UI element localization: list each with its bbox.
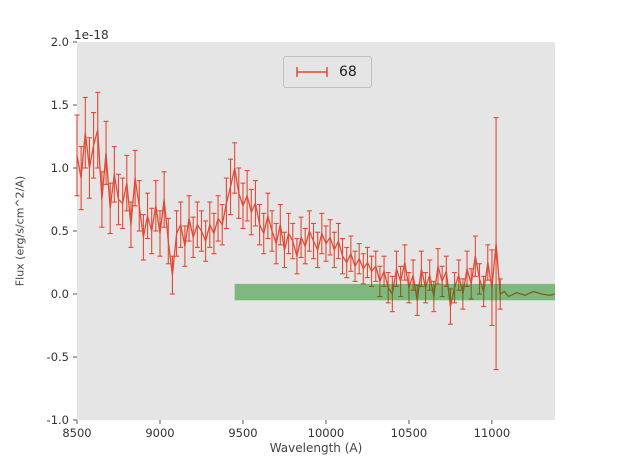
axes-background [77, 42, 555, 420]
spectrum-line [76, 130, 556, 307]
y-tick-label: 0.0 [51, 287, 69, 301]
y-tick-label: -1.0 [47, 413, 69, 427]
x-tick-label: 11000 [474, 426, 511, 440]
y-tick-label: 1.0 [51, 161, 69, 175]
x-tick-label: 9000 [145, 426, 174, 440]
y-axis-offset-label: 1e-18 [74, 28, 109, 42]
y-tick-label: 0.5 [51, 224, 69, 238]
zero-flux-band [234, 283, 555, 301]
x-tick-label: 8500 [62, 426, 91, 440]
x-axis-label: Wavelength (A) [269, 441, 363, 455]
errorbar-legend-icon [296, 67, 328, 77]
y-tick-label: 2.0 [51, 35, 69, 49]
x-tick-label: 10000 [308, 426, 345, 440]
legend-box: 68 [283, 56, 372, 88]
x-tick-label: 9500 [228, 426, 257, 440]
y-axis-label: Flux (erg/s/cm^2/A) [13, 175, 27, 287]
x-tick-label: 10500 [391, 426, 428, 440]
y-tick-label: 1.5 [51, 98, 69, 112]
legend-label: 68 [339, 64, 357, 80]
y-tick-label: -0.5 [47, 350, 69, 364]
